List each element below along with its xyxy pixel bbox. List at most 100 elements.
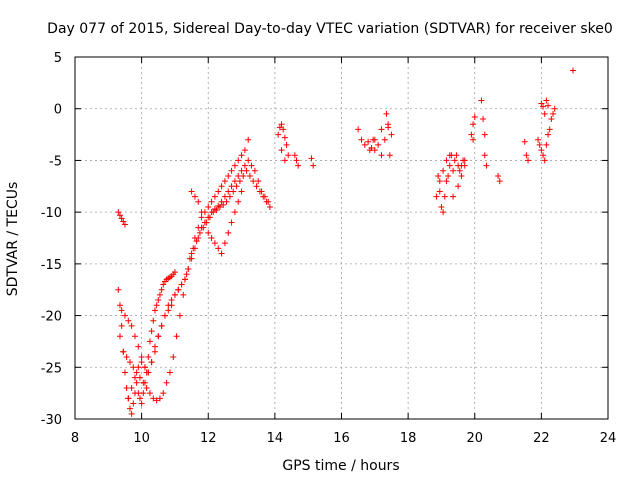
data-point xyxy=(150,395,157,402)
data-point xyxy=(218,183,225,190)
data-point xyxy=(541,110,548,117)
data-point xyxy=(228,167,235,174)
y-tick-label: -25 xyxy=(41,361,62,376)
data-point xyxy=(455,183,462,190)
data-point xyxy=(131,374,138,381)
data-point xyxy=(185,266,192,273)
data-point xyxy=(545,131,552,138)
data-point xyxy=(221,240,228,247)
data-point xyxy=(540,152,547,159)
data-point xyxy=(208,198,215,205)
data-point xyxy=(231,162,238,169)
data-point xyxy=(135,343,142,350)
data-point xyxy=(433,193,440,200)
data-point xyxy=(496,178,503,185)
data-point xyxy=(358,136,365,143)
data-point xyxy=(495,172,502,179)
data-point xyxy=(525,157,532,164)
data-point xyxy=(445,172,452,179)
data-point xyxy=(156,395,163,402)
data-point xyxy=(183,271,190,278)
data-point xyxy=(378,152,385,159)
data-point xyxy=(535,136,542,143)
data-point xyxy=(543,97,550,104)
data-point xyxy=(266,203,273,210)
data-point xyxy=(570,67,577,74)
data-point xyxy=(146,390,153,397)
data-point xyxy=(118,322,125,329)
x-tick-label: 22 xyxy=(533,431,550,446)
data-point xyxy=(178,281,185,288)
data-point xyxy=(281,134,288,141)
data-point xyxy=(251,167,258,174)
data-point xyxy=(461,162,468,169)
data-point xyxy=(215,245,222,252)
data-point xyxy=(131,333,138,340)
x-tick-label: 14 xyxy=(267,431,284,446)
data-point xyxy=(383,110,390,117)
grid-lines xyxy=(75,57,608,419)
data-point xyxy=(221,193,228,200)
data-point xyxy=(255,178,262,185)
data-point xyxy=(541,157,548,164)
data-point xyxy=(191,245,198,252)
data-point xyxy=(188,188,195,195)
data-point xyxy=(225,188,232,195)
data-point xyxy=(441,193,448,200)
data-point xyxy=(538,100,545,107)
y-tick-labels: 5 0 -5 -10 -15 -20 -25 -30 xyxy=(41,51,62,428)
data-point xyxy=(450,193,457,200)
y-tick-label: -5 xyxy=(49,154,62,169)
data-point xyxy=(121,369,128,376)
data-point xyxy=(158,286,165,293)
y-tick-label: 5 xyxy=(54,51,62,66)
data-point xyxy=(235,172,242,179)
data-point xyxy=(165,302,172,309)
data-point xyxy=(228,219,235,226)
y-tick-label: -20 xyxy=(41,310,62,325)
data-point xyxy=(450,167,457,174)
data-point xyxy=(118,307,125,314)
data-point xyxy=(468,131,475,138)
y-tick-label: -10 xyxy=(41,206,62,221)
data-point xyxy=(220,201,227,208)
data-point xyxy=(228,183,235,190)
data-point xyxy=(225,172,232,179)
data-point xyxy=(148,328,155,335)
data-point xyxy=(116,302,123,309)
data-point xyxy=(145,369,152,376)
data-point xyxy=(261,193,268,200)
data-point xyxy=(211,240,218,247)
data-point xyxy=(436,178,443,185)
data-point xyxy=(205,229,212,236)
data-point xyxy=(171,269,178,276)
data-point xyxy=(551,105,558,112)
data-point xyxy=(436,188,443,195)
data-point xyxy=(378,126,385,133)
data-point xyxy=(451,157,458,164)
data-point xyxy=(536,141,543,148)
data-point xyxy=(543,141,550,148)
data-point xyxy=(246,172,253,179)
data-point xyxy=(128,410,135,417)
data-point xyxy=(156,291,163,298)
data-point xyxy=(180,291,187,298)
data-point xyxy=(195,235,202,241)
data-point xyxy=(278,121,285,128)
data-point xyxy=(480,116,487,123)
data-point xyxy=(160,281,167,288)
data-point xyxy=(201,219,208,226)
data-point xyxy=(150,317,157,324)
data-point xyxy=(141,364,148,371)
data-point xyxy=(198,209,205,216)
data-point xyxy=(221,178,228,185)
data-point xyxy=(218,198,225,205)
data-point xyxy=(198,214,205,221)
data-point xyxy=(215,188,222,195)
data-point xyxy=(211,193,218,200)
data-point xyxy=(295,162,302,169)
data-point xyxy=(120,348,127,355)
data-point xyxy=(115,286,122,293)
data-point xyxy=(133,369,140,376)
